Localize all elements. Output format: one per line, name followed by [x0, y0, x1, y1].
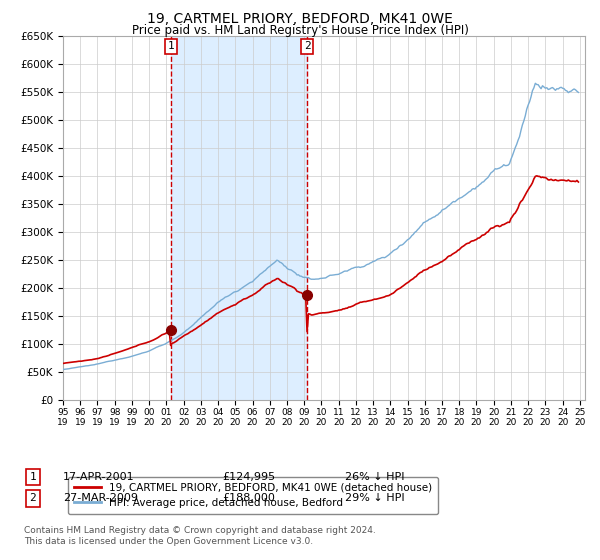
Text: Contains HM Land Registry data © Crown copyright and database right 2024.
This d: Contains HM Land Registry data © Crown c… — [24, 526, 376, 546]
Text: £124,995: £124,995 — [222, 472, 275, 482]
Legend: 19, CARTMEL PRIORY, BEDFORD, MK41 0WE (detached house), HPI: Average price, deta: 19, CARTMEL PRIORY, BEDFORD, MK41 0WE (d… — [68, 477, 438, 514]
Text: 2: 2 — [29, 493, 37, 503]
Text: 26% ↓ HPI: 26% ↓ HPI — [345, 472, 404, 482]
Text: 1: 1 — [167, 41, 174, 52]
Text: Price paid vs. HM Land Registry's House Price Index (HPI): Price paid vs. HM Land Registry's House … — [131, 24, 469, 36]
Text: 2: 2 — [304, 41, 310, 52]
Text: 19, CARTMEL PRIORY, BEDFORD, MK41 0WE: 19, CARTMEL PRIORY, BEDFORD, MK41 0WE — [147, 12, 453, 26]
Text: 29% ↓ HPI: 29% ↓ HPI — [345, 493, 404, 503]
Text: 1: 1 — [29, 472, 37, 482]
Text: 17-APR-2001: 17-APR-2001 — [63, 472, 134, 482]
Text: 27-MAR-2009: 27-MAR-2009 — [63, 493, 138, 503]
Text: £188,000: £188,000 — [222, 493, 275, 503]
Bar — [170, 36, 307, 400]
